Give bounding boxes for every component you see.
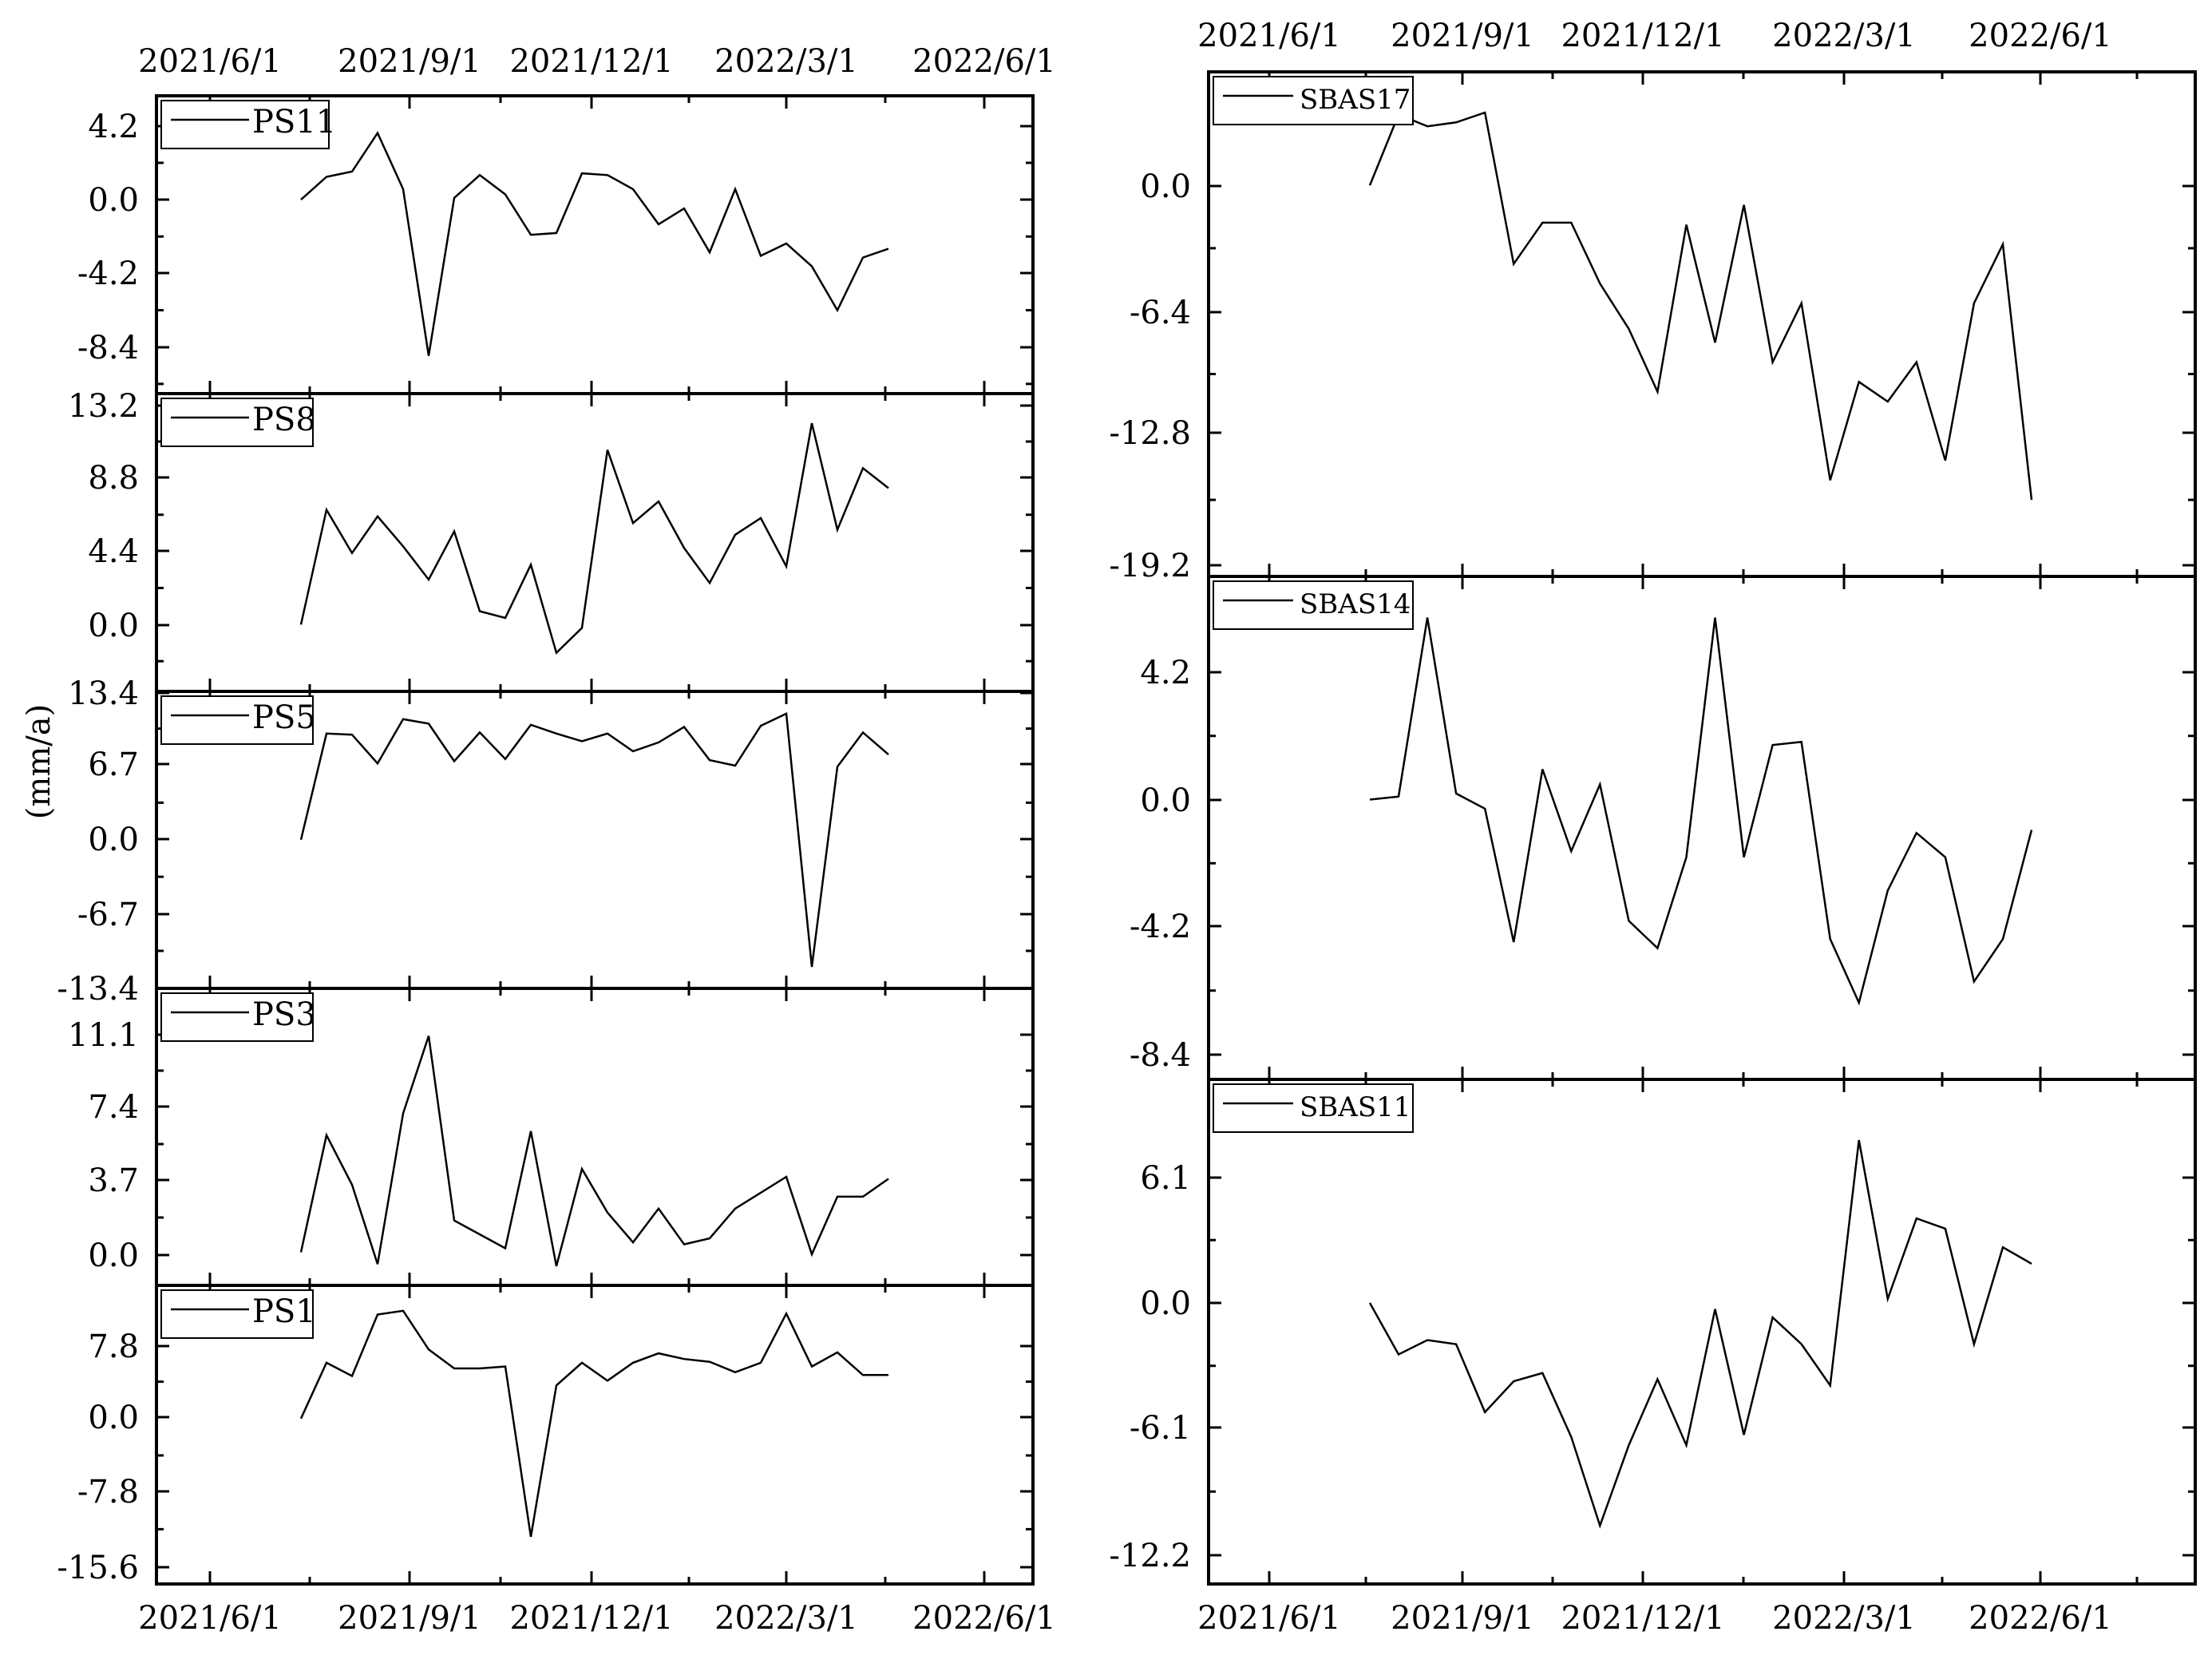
bottom-x-tick-label-right-3: 2022/3/1 — [1772, 1600, 1916, 1637]
y-tick-label: 7.8 — [88, 1328, 139, 1365]
y-tick-label: 0.0 — [88, 1400, 139, 1436]
legend-box — [160, 1289, 314, 1339]
legend-box — [1213, 1083, 1414, 1133]
legend-label: PS11 — [252, 104, 336, 141]
y-tick-label: 13.4 — [68, 675, 139, 712]
panel-ps8: 13.2 8.8 4.4 0.0 PS8 — [68, 388, 1035, 693]
y-tick-label: -7.8 — [77, 1474, 139, 1511]
y-tick-label: 7.4 — [88, 1089, 139, 1126]
series-line-ps8 — [299, 422, 889, 655]
legend-label: PS5 — [252, 699, 316, 736]
legend-box — [160, 100, 330, 149]
panel-ps5: 13.4 6.7 0.0 -6.7 -13.4 PS5 — [57, 675, 1035, 1008]
y-tick-label: 4.2 — [1140, 655, 1191, 691]
y-tick-label: 6.7 — [88, 746, 139, 783]
series-line-sbas14 — [1369, 617, 2033, 1006]
panel-frame — [155, 1284, 1035, 1586]
panel-ps1: 7.8 0.0 -7.8 -15.6 PS1 — [57, 1284, 1035, 1586]
bottom-x-labels-left: 2021/6/1 2021/9/1 2021/12/1 2022/3/1 2022/6/… — [138, 1600, 1056, 1637]
top-x-tick-label-right-2: 2021/12/1 — [1561, 18, 1724, 54]
y-tick-label: -19.2 — [1109, 548, 1191, 584]
legend-label: PS1 — [252, 1293, 316, 1330]
y-tick-label: 13.2 — [68, 388, 139, 425]
y-tick-label: -8.4 — [1130, 1037, 1191, 1074]
y-tick-label: 6.1 — [1140, 1160, 1191, 1197]
panels: 4.2 0.0 -4.2 -8.4 PS11 13.2 8.8 4.4 0.0 PS8 13.4 6.… — [57, 70, 2197, 1586]
panel-sbas11: 6.1 0.0 -6.1 -12.2 SBAS11 — [1109, 1078, 2197, 1586]
top-x-tick-label-left-2: 2021/12/1 — [509, 43, 673, 80]
bottom-x-tick-label-right-4: 2022/6/1 — [1969, 1600, 2112, 1637]
y-tick-label: 4.4 — [88, 533, 139, 570]
bottom-x-tick-label-right-2: 2021/12/1 — [1561, 1600, 1724, 1637]
top-x-tick-label-right-3: 2022/3/1 — [1772, 18, 1916, 54]
legend-box — [160, 695, 314, 745]
y-tick-label: 0.0 — [88, 1237, 139, 1274]
y-tick-label: -12.2 — [1109, 1538, 1191, 1574]
legend-box — [1213, 76, 1414, 125]
legend-box — [1213, 580, 1414, 630]
series-line-sbas17 — [1368, 111, 2033, 501]
series-line-sbas11 — [1368, 1139, 2032, 1529]
panel-sbas17: 0.0 -6.4 -12.8 -19.2 SBAS17 — [1109, 70, 2197, 584]
bottom-x-tick-label-left-2: 2021/12/1 — [509, 1600, 673, 1637]
y-tick-label: -15.6 — [57, 1550, 139, 1586]
series-line-ps5 — [299, 712, 889, 968]
y-tick-label: -12.8 — [1109, 415, 1191, 452]
y-tick-label: 11.1 — [68, 1017, 139, 1054]
legend-label: PS8 — [252, 402, 316, 438]
y-tick-label: -6.4 — [1130, 295, 1191, 331]
bottom-x-tick-label-left-0: 2021/6/1 — [138, 1600, 282, 1637]
top-x-labels-left: 2021/6/1 2021/9/1 2021/12/1 2022/3/1 2022/6/… — [138, 43, 1056, 80]
top-x-tick-label-left-0: 2021/6/1 — [138, 43, 282, 80]
y-tick-label: 0.0 — [88, 608, 139, 644]
bottom-x-tick-label-left-4: 2022/6/1 — [912, 1600, 1056, 1637]
top-x-tick-label-left-3: 2022/3/1 — [714, 43, 858, 80]
y-tick-label: 0.0 — [88, 822, 139, 858]
y-tick-label: -13.4 — [57, 971, 139, 1008]
y-tick-label: -4.2 — [77, 255, 139, 292]
bottom-x-tick-label-left-3: 2022/3/1 — [714, 1600, 858, 1637]
y-tick-label: 0.0 — [1140, 782, 1191, 819]
bottom-x-tick-label-right-1: 2021/9/1 — [1391, 1600, 1534, 1637]
panel-sbas14: 4.2 0.0 -4.2 -8.4 SBAS14 — [1130, 575, 2197, 1081]
top-x-tick-label-left-1: 2021/9/1 — [338, 43, 481, 80]
legend-box — [160, 398, 314, 447]
y-tick-label: 4.2 — [88, 109, 139, 145]
legend-label: SBAS14 — [1300, 588, 1411, 620]
y-tick-label: 0.0 — [1140, 168, 1191, 205]
top-x-tick-label-right-0: 2021/6/1 — [1197, 18, 1341, 54]
series-line-ps11 — [300, 131, 889, 356]
bottom-x-labels-right: 2021/6/1 2021/9/1 2021/12/1 2022/3/1 2022/6/… — [1197, 1600, 2112, 1637]
panel-ps3: 11.1 7.4 3.7 0.0 PS3 — [68, 987, 1035, 1287]
top-x-tick-label-right-1: 2021/9/1 — [1391, 18, 1534, 54]
y-tick-label: -6.1 — [1130, 1410, 1191, 1447]
top-x-tick-label-right-4: 2022/6/1 — [1969, 18, 2112, 54]
y-tick-label: 0.0 — [1140, 1285, 1191, 1322]
top-x-labels-right: 2021/6/1 2021/9/1 2021/12/1 2022/3/1 2022/6/… — [1197, 18, 2112, 54]
legend-label: SBAS17 — [1300, 84, 1411, 116]
legend-label: PS3 — [252, 996, 316, 1033]
series-line-ps3 — [299, 1035, 889, 1267]
y-tick-label: -4.2 — [1130, 909, 1191, 945]
y-tick-label: 0.0 — [88, 182, 139, 219]
legend-box — [160, 992, 314, 1042]
bottom-x-tick-label-left-1: 2021/9/1 — [338, 1600, 481, 1637]
y-axis-label: (mm/a) — [21, 704, 57, 819]
legend-label: SBAS11 — [1300, 1091, 1411, 1123]
y-tick-label: -8.4 — [77, 330, 139, 366]
panel-frame — [1207, 1078, 2197, 1586]
top-x-tick-label-left-4: 2022/6/1 — [912, 43, 1056, 80]
series-line-ps1 — [299, 1309, 888, 1538]
bottom-x-tick-label-right-0: 2021/6/1 — [1197, 1600, 1341, 1637]
y-tick-label: 3.7 — [88, 1162, 139, 1199]
y-tick-label: 8.8 — [88, 460, 139, 497]
y-tick-label: -6.7 — [77, 897, 139, 933]
